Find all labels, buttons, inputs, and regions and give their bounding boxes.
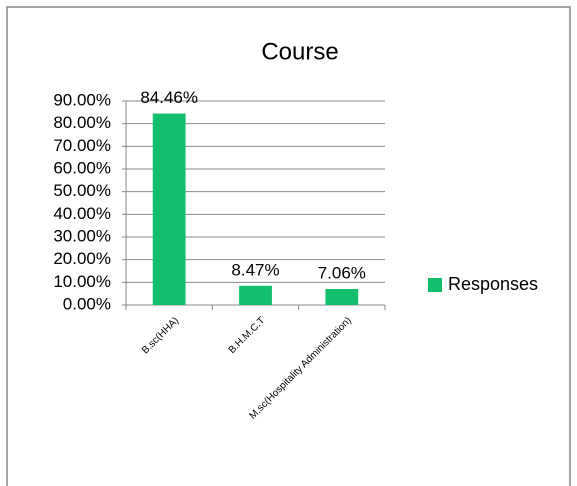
y-tick-label: 50.00% (53, 181, 111, 200)
chart-title: Course (261, 38, 338, 65)
y-tick-label: 80.00% (53, 113, 111, 132)
bar (325, 288, 359, 305)
y-tick-label: 20.00% (53, 249, 111, 268)
chart-frame (6, 6, 571, 486)
data-label: 84.46% (140, 88, 198, 107)
y-tick-label: 70.00% (53, 136, 111, 155)
y-tick-label: 0.00% (63, 294, 111, 313)
y-tick-label: 30.00% (53, 226, 111, 245)
y-tick-label: 60.00% (53, 158, 111, 177)
data-label: 8.47% (231, 260, 279, 279)
legend-swatch (428, 278, 442, 292)
y-tick-label: 10.00% (53, 272, 111, 291)
bar (239, 285, 272, 305)
y-tick-label: 40.00% (53, 204, 111, 223)
data-label: 7.06% (318, 263, 366, 282)
bar (152, 113, 186, 305)
legend-label: Responses (448, 274, 538, 294)
y-tick-label: 90.00% (53, 90, 111, 109)
